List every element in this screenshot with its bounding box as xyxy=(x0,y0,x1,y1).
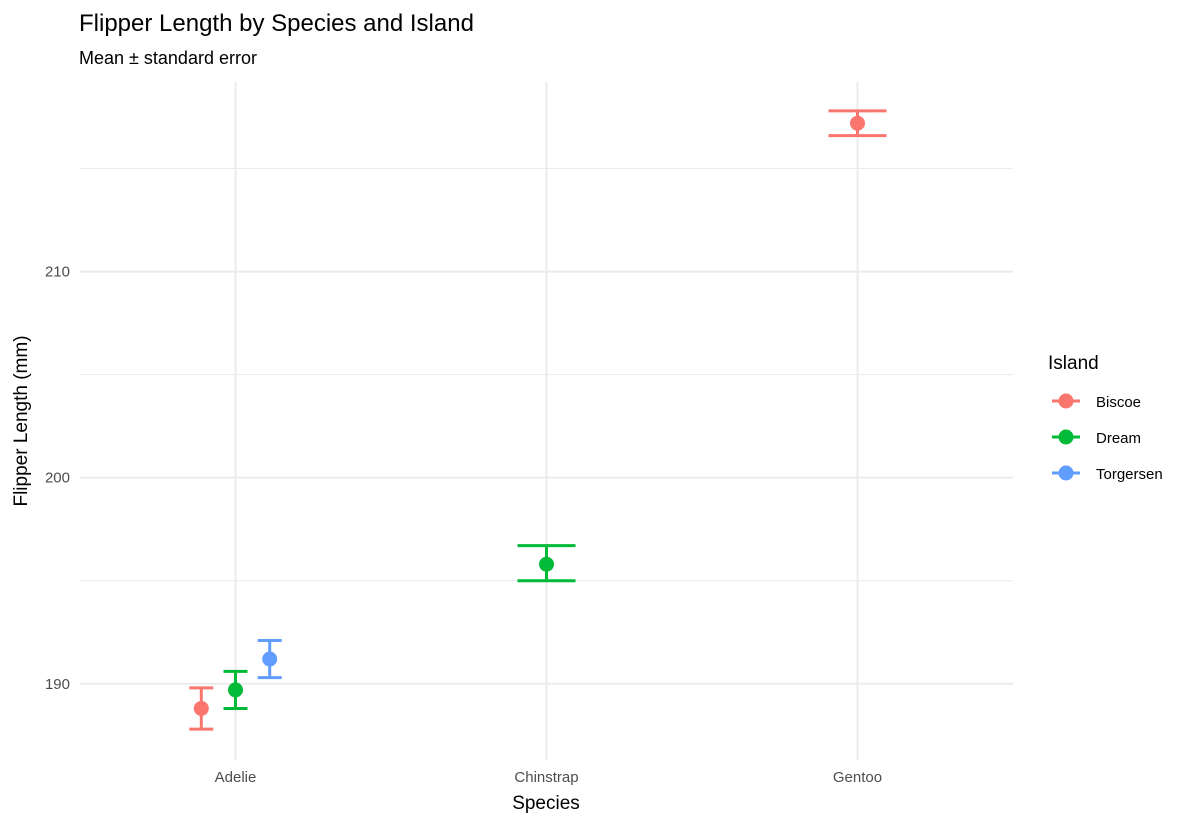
axes: 190 200 210 Adelie Chinstrap Gentoo xyxy=(45,264,882,786)
x-tick-label: Gentoo xyxy=(833,769,882,786)
errorbar-torgersen-adelie xyxy=(257,638,282,680)
mean-point xyxy=(539,556,554,572)
mean-point xyxy=(850,115,865,131)
errorbar-dream-chinstrap xyxy=(517,544,576,583)
legend-label: Biscoe xyxy=(1096,394,1141,411)
y-tick-label: 200 xyxy=(45,470,70,487)
legend-key-point xyxy=(1058,393,1074,409)
legend: Island Biscoe Dream Torgersen xyxy=(1048,353,1163,483)
errorbar-biscoe-adelie xyxy=(189,686,214,731)
legend-title: Island xyxy=(1048,353,1099,374)
legend-label: Dream xyxy=(1096,430,1141,447)
data-marks xyxy=(189,109,887,731)
grid xyxy=(80,82,1013,760)
x-tick-label: Chinstrap xyxy=(514,769,578,786)
mean-point xyxy=(228,682,243,698)
y-tick-label: 190 xyxy=(45,676,70,693)
legend-item-biscoe: Biscoe xyxy=(1052,393,1141,411)
legend-key-point xyxy=(1058,465,1074,481)
mean-point xyxy=(262,651,278,667)
x-axis-label: Species xyxy=(512,793,580,814)
legend-item-torgersen: Torgersen xyxy=(1052,465,1163,483)
legend-label: Torgersen xyxy=(1096,466,1163,483)
errorbar-dream-adelie xyxy=(223,669,248,710)
mean-point xyxy=(193,700,209,716)
y-tick-label: 210 xyxy=(45,264,70,281)
legend-key-point xyxy=(1058,429,1074,445)
x-tick-label: Adelie xyxy=(215,769,257,786)
errorbar-biscoe-gentoo xyxy=(828,109,887,138)
chart-subtitle: Mean ± standard error xyxy=(79,48,257,68)
y-axis-label: Flipper Length (mm) xyxy=(11,335,32,506)
chart-title: Flipper Length by Species and Island xyxy=(79,10,474,37)
legend-item-dream: Dream xyxy=(1052,429,1141,447)
